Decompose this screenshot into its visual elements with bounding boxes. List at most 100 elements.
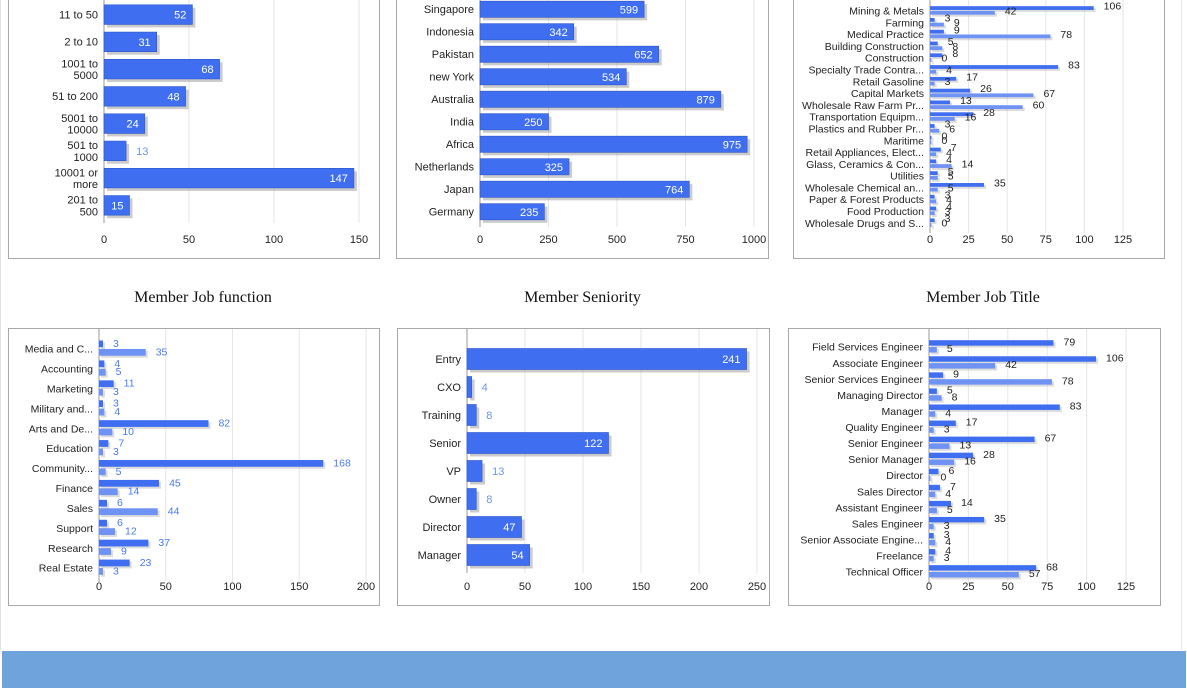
job-function-title: Member Job function bbox=[134, 289, 272, 306]
tick-label: 1000 bbox=[742, 234, 766, 246]
tick-label: 750 bbox=[676, 234, 694, 246]
data-label: 342 bbox=[549, 27, 567, 39]
data-label: 6 bbox=[949, 123, 955, 135]
data-label: 106 bbox=[1104, 1, 1122, 13]
bar bbox=[103, 31, 158, 52]
category-label: Senior Engineer bbox=[848, 438, 924, 450]
data-label: 42 bbox=[1005, 5, 1017, 17]
data-label: 17 bbox=[966, 417, 978, 429]
bar bbox=[930, 159, 937, 164]
bar-shadow bbox=[932, 31, 946, 36]
bar bbox=[479, 113, 549, 131]
data-label: 7 bbox=[951, 142, 957, 154]
bar bbox=[99, 368, 106, 376]
bar bbox=[99, 448, 104, 456]
bar-shadow bbox=[932, 126, 937, 130]
data-label: 67 bbox=[1043, 88, 1055, 100]
category-label: 5001 to 10000 bbox=[61, 113, 98, 137]
bar bbox=[99, 548, 112, 555]
data-label: 0 bbox=[942, 218, 948, 230]
category-label: Specialty Trade Contra... bbox=[808, 65, 924, 77]
data-label: 4 bbox=[945, 536, 951, 548]
category-label: Senior bbox=[429, 438, 461, 450]
category-label: Managing Director bbox=[837, 390, 923, 402]
category-label: Germany bbox=[429, 207, 475, 219]
bar-shadow bbox=[932, 8, 1096, 12]
category-label: Farming bbox=[885, 17, 924, 29]
data-label: 4 bbox=[946, 64, 952, 76]
data-label: 23 bbox=[140, 557, 152, 569]
bar bbox=[930, 105, 1023, 109]
bar bbox=[479, 158, 570, 176]
data-label: 3 bbox=[944, 529, 950, 541]
category-label: Maritime bbox=[884, 135, 924, 147]
category-label: Quality Engineer bbox=[845, 422, 923, 434]
data-label: 60 bbox=[1033, 100, 1045, 112]
bar bbox=[930, 53, 943, 58]
bar bbox=[99, 428, 113, 436]
data-label: 4 bbox=[946, 154, 952, 166]
tick-label: 200 bbox=[357, 581, 375, 593]
bar bbox=[99, 508, 158, 516]
data-label: 3 bbox=[113, 386, 119, 398]
bar bbox=[929, 436, 1035, 443]
data-label: 5 bbox=[947, 504, 953, 516]
bar bbox=[930, 10, 995, 15]
bar bbox=[929, 571, 1019, 578]
bar bbox=[930, 65, 1059, 69]
data-label: 5 bbox=[948, 170, 954, 182]
data-label: 0 bbox=[942, 53, 948, 65]
data-label: 68 bbox=[201, 64, 213, 76]
data-label: 83 bbox=[1070, 401, 1082, 413]
data-label: 5 bbox=[116, 366, 122, 378]
bar bbox=[929, 388, 937, 394]
bar bbox=[930, 69, 937, 74]
category-label: Retail Gasoline bbox=[853, 76, 924, 88]
tick-label: 100 bbox=[1075, 234, 1093, 246]
tick-label: 0 bbox=[477, 234, 483, 246]
data-label: 35 bbox=[156, 346, 168, 358]
data-label: 8 bbox=[952, 41, 958, 53]
data-label: 235 bbox=[520, 207, 538, 219]
category-label: Mining & Metals bbox=[849, 6, 924, 18]
data-label: 3 bbox=[945, 119, 951, 131]
bar bbox=[930, 206, 937, 211]
bar bbox=[103, 140, 127, 161]
data-label: 82 bbox=[218, 418, 230, 430]
tick-label: 100 bbox=[265, 234, 283, 246]
bar bbox=[479, 68, 627, 86]
bar bbox=[99, 400, 104, 408]
bar bbox=[930, 29, 944, 34]
bar-shadow bbox=[932, 48, 945, 53]
bar bbox=[930, 199, 937, 204]
tick-label: 25 bbox=[962, 234, 974, 246]
bar bbox=[929, 523, 934, 530]
bar bbox=[929, 427, 934, 433]
bar bbox=[930, 88, 971, 93]
category-label: Indonesia bbox=[426, 27, 475, 39]
bar bbox=[929, 404, 1060, 410]
data-label: 26 bbox=[980, 83, 992, 95]
tick-label: 0 bbox=[101, 234, 107, 246]
data-label: 15 bbox=[111, 200, 123, 212]
data-label: 17 bbox=[966, 71, 978, 83]
bar bbox=[466, 544, 530, 566]
category-label: Director bbox=[886, 470, 923, 482]
bar bbox=[930, 175, 938, 180]
data-label: 3 bbox=[945, 76, 951, 88]
bar bbox=[930, 223, 932, 227]
data-label: 0 bbox=[942, 130, 948, 142]
category-label: Food Production bbox=[847, 206, 924, 218]
bar bbox=[479, 203, 545, 221]
data-label: 9 bbox=[954, 17, 960, 29]
bar bbox=[929, 507, 937, 514]
bar bbox=[99, 380, 114, 388]
bar-shadow bbox=[932, 185, 987, 189]
data-label: 4 bbox=[945, 545, 951, 557]
category-label: VP bbox=[446, 466, 461, 478]
bar bbox=[930, 22, 944, 27]
bar-shadow bbox=[932, 67, 1061, 71]
category-label: 11 to 50 bbox=[59, 9, 98, 21]
country-svg: 0 250 500 750 1000 Singapore 599 Indonesia 342 Pa… bbox=[415, 0, 766, 246]
category-label: 1001 to 5000 bbox=[61, 58, 98, 82]
